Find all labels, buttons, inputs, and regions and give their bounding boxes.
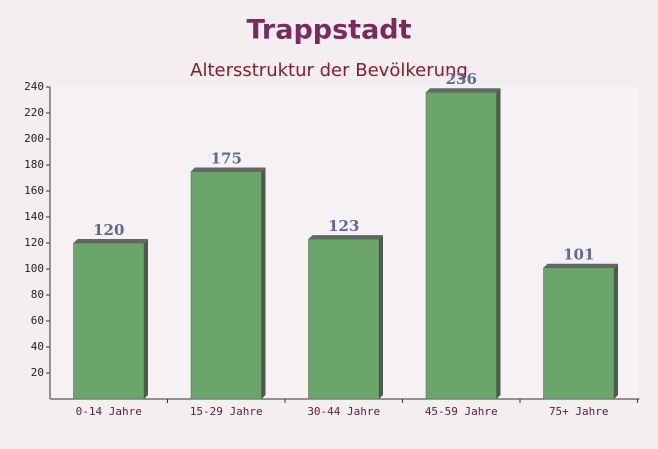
y-tick-label: 100	[24, 262, 44, 275]
y-tick-label: 60	[31, 314, 44, 327]
x-tick-label: 45-59 Jahre	[425, 405, 498, 418]
y-tick-label: 120	[24, 236, 44, 249]
value-label: 123	[328, 217, 359, 235]
bar-side	[144, 239, 148, 399]
y-tick-label: 240	[24, 80, 44, 93]
y-tick-label: 160	[24, 184, 44, 197]
bar-top	[308, 235, 383, 240]
value-label: 236	[446, 70, 477, 88]
value-label: 175	[211, 150, 242, 168]
bar-top	[191, 167, 266, 172]
y-tick-label: 40	[31, 340, 44, 353]
y-tick-label: 220	[24, 106, 44, 119]
bar-top	[426, 88, 501, 93]
bar	[190, 171, 262, 400]
bar	[308, 238, 380, 400]
bar-top	[73, 239, 148, 243]
y-tick-label: 140	[24, 210, 44, 223]
bar-side	[261, 167, 266, 399]
bar	[425, 91, 497, 400]
x-tick-label: 0-14 Jahre	[76, 405, 142, 418]
x-tick-label: 15-29 Jahre	[190, 405, 263, 418]
bar	[73, 242, 145, 400]
bar-top	[543, 263, 618, 268]
bar-side	[496, 88, 501, 399]
value-label: 120	[93, 221, 124, 239]
bar-side	[379, 235, 383, 399]
y-tick-label: 180	[24, 158, 44, 171]
y-tick-label: 80	[31, 288, 44, 301]
value-label: 101	[563, 246, 594, 264]
x-tick-label: 30-44 Jahre	[307, 405, 380, 418]
chart-title: Trappstadt	[246, 15, 411, 46]
y-tick-label: 200	[24, 132, 44, 145]
bar	[543, 267, 615, 400]
y-tick-label: 20	[31, 366, 44, 379]
bar-side	[614, 263, 618, 399]
x-tick-label: 75+ Jahre	[549, 405, 609, 418]
chart-subtitle: Altersstruktur der Bevölkerung	[190, 60, 468, 81]
